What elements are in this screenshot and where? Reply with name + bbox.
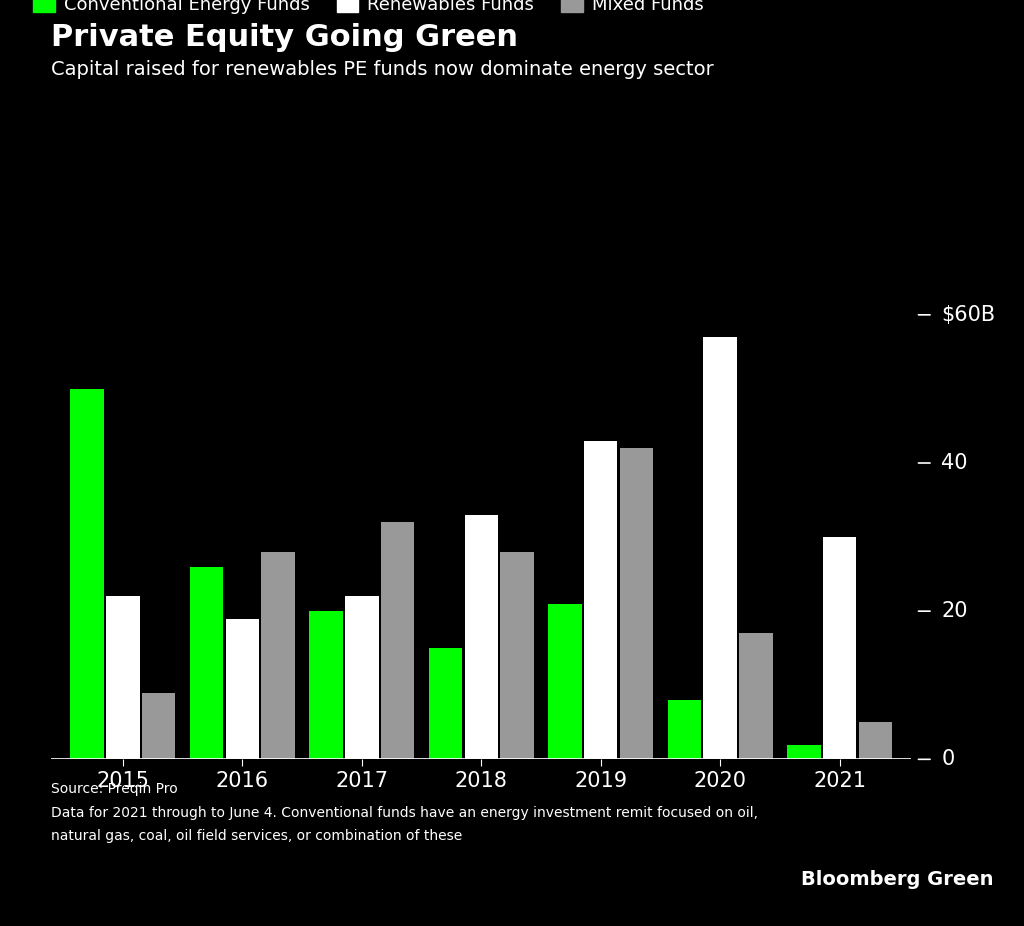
Bar: [548, 604, 582, 759]
Legend: Conventional Energy Funds, Renewables Funds, Mixed Funds: Conventional Energy Funds, Renewables Fu…: [26, 0, 711, 21]
Text: Source: Preqin Pro: Source: Preqin Pro: [51, 782, 178, 796]
Bar: [71, 389, 103, 759]
Bar: [501, 552, 534, 759]
Bar: [309, 611, 343, 759]
Text: Capital raised for renewables PE funds now dominate energy sector: Capital raised for renewables PE funds n…: [51, 60, 714, 80]
Bar: [584, 441, 617, 759]
Bar: [620, 448, 653, 759]
Text: 40: 40: [941, 453, 968, 473]
Bar: [261, 552, 295, 759]
Text: Private Equity Going Green: Private Equity Going Green: [51, 23, 518, 52]
Bar: [703, 337, 737, 759]
Bar: [823, 537, 856, 759]
Text: $60B: $60B: [941, 305, 995, 325]
Bar: [345, 596, 379, 759]
Text: natural gas, coal, oil field services, or combination of these: natural gas, coal, oil field services, o…: [51, 829, 463, 843]
Text: 0: 0: [941, 749, 954, 770]
Bar: [189, 567, 223, 759]
Bar: [381, 522, 415, 759]
Bar: [429, 648, 462, 759]
Bar: [668, 700, 701, 759]
Bar: [787, 745, 820, 759]
Bar: [142, 693, 175, 759]
Text: Bloomberg Green: Bloomberg Green: [801, 870, 993, 889]
Bar: [106, 596, 139, 759]
Bar: [859, 722, 892, 759]
Bar: [739, 633, 773, 759]
Text: Data for 2021 through to June 4. Conventional funds have an energy investment re: Data for 2021 through to June 4. Convent…: [51, 806, 758, 820]
Text: 20: 20: [941, 601, 968, 621]
Bar: [465, 515, 498, 759]
Bar: [225, 619, 259, 759]
